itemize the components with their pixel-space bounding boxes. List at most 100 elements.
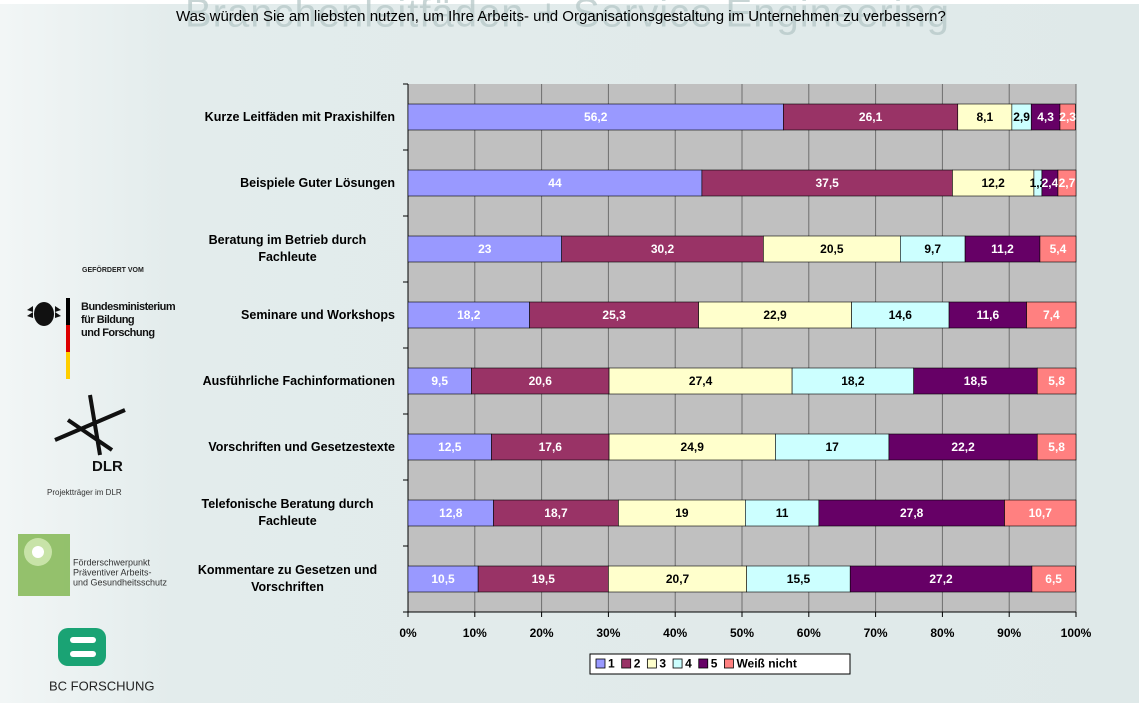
focus-line: Präventiver Arbeits-	[73, 567, 152, 577]
value-label: 24,9	[681, 440, 705, 454]
legend: 1 2 3 4 5 Weiß nicht	[589, 653, 851, 675]
bar-segment	[1031, 565, 1076, 593]
dlr: DLR	[92, 458, 123, 475]
bar-segment	[407, 433, 492, 461]
value-label: 37,5	[815, 176, 839, 190]
bar-segment	[561, 235, 764, 263]
value-label: 17,6	[539, 440, 563, 454]
value-label: 22,9	[763, 308, 787, 322]
value-label: 10,5	[431, 572, 455, 586]
banner: Branchenleitfäden + Service Engineering	[185, 0, 950, 36]
value-label: 12,8	[439, 506, 463, 520]
value-label: 23	[478, 242, 492, 256]
value-label: 22,2	[951, 440, 975, 454]
bar-segment	[471, 367, 610, 395]
category-label-box: Beratung im Betrieb durch Fachleute	[165, 219, 395, 279]
value-label: 4,3	[1037, 110, 1054, 124]
bar-segment	[964, 235, 1041, 263]
x-tick-label: 60%	[797, 626, 821, 640]
legend-swatch	[698, 658, 709, 669]
value-label: 30,2	[651, 242, 675, 256]
value-label: 19,5	[532, 572, 556, 586]
legend-label: 3	[659, 657, 666, 671]
bar-segment	[775, 433, 890, 461]
value-label: 2,3	[1059, 110, 1076, 124]
x-tick-label: 30%	[596, 626, 620, 640]
category-label: Kommentare zu Gesetzen und Vorschriften	[197, 563, 378, 594]
value-label: 25,3	[602, 308, 626, 322]
value-label: 5,8	[1048, 374, 1065, 388]
value-label: 2,4	[1042, 176, 1059, 190]
flag-red	[66, 325, 70, 352]
focus-line: und Gesundheitsschutz	[73, 577, 168, 587]
value-label: 10,7	[1029, 506, 1053, 520]
value-label: 11,2	[991, 242, 1014, 256]
funded-by: GEFÖRDERT VOM	[82, 265, 144, 274]
chart-title: Was würden Sie am liebsten nutzen, um Ih…	[176, 8, 946, 25]
value-label: 14,6	[889, 308, 913, 322]
value-label: 9,7	[924, 242, 941, 256]
bar-segment	[407, 499, 494, 527]
x-tick-label: 100%	[1061, 626, 1092, 640]
bar-segment	[913, 367, 1038, 395]
x-tick-label: 70%	[864, 626, 888, 640]
legend-swatch	[672, 658, 683, 669]
value-label: 18,7	[544, 506, 568, 520]
bar-segment	[849, 565, 1033, 593]
bar-segment	[407, 367, 472, 395]
x-tick-label: 50%	[730, 626, 754, 640]
value-label: 27,8	[900, 506, 924, 520]
bar-segment	[407, 103, 784, 131]
x-tick-label: 40%	[663, 626, 687, 640]
focus-line: Förderschwerpunkt	[73, 557, 151, 567]
bar-segment	[1039, 235, 1077, 263]
category-label-box: Telefonische Beratung durch Fachleute	[165, 483, 395, 543]
legend-label: 1	[608, 657, 615, 671]
value-label: 11,6	[976, 308, 999, 322]
category-label-box: Vorschriften und Gesetzestexte	[165, 417, 395, 477]
bar-segment	[791, 367, 914, 395]
value-label: 20,5	[820, 242, 844, 256]
category-label-box: Ausführliche Fachinformationen	[165, 351, 395, 411]
value-label: 56,2	[584, 110, 608, 124]
bar-segment	[1026, 301, 1077, 329]
bar-segment	[407, 169, 703, 197]
category-label: Beispiele Guter Lösungen	[240, 175, 395, 190]
bc-text: BC FORSCHUNG	[49, 678, 154, 693]
bar-segment	[851, 301, 950, 329]
category-label: Beratung im Betrieb durch Fachleute	[208, 233, 367, 264]
value-label: 8,1	[976, 110, 993, 124]
category-label: Seminare und Workshops	[241, 307, 395, 322]
bar-segment	[1059, 103, 1076, 131]
dlr-logo	[54, 394, 126, 456]
bar-segment	[1036, 433, 1077, 461]
value-label: 20,7	[666, 572, 690, 586]
bar-segment	[1057, 169, 1077, 197]
legend-label: 5	[711, 657, 718, 671]
top-edge	[0, 0, 1139, 4]
category-label-box: Seminare und Workshops	[165, 285, 395, 345]
x-tick-label: 80%	[930, 626, 954, 640]
legend-label: 4	[685, 657, 692, 671]
value-label: 12,5	[438, 440, 462, 454]
value-label: 20,6	[529, 374, 553, 388]
legend-label: 2	[634, 657, 641, 671]
bar-segment	[746, 565, 851, 593]
value-label: 2,9	[1013, 110, 1030, 124]
category-label: Telefonische Beratung durch Fachleute	[201, 497, 374, 528]
category-label: Kurze Leitfäden mit Praxishilfen	[204, 109, 395, 124]
value-label: 18,2	[841, 374, 865, 388]
value-label: 44	[548, 176, 562, 190]
value-label: 6,5	[1045, 572, 1062, 586]
flag-gold	[66, 352, 70, 379]
bar-segment	[888, 433, 1038, 461]
x-tick-label: 0%	[399, 626, 417, 640]
value-label: 2,7	[1059, 176, 1076, 190]
focus-logo	[18, 534, 70, 596]
value-label: 7,4	[1043, 308, 1060, 322]
category-label: Vorschriften und Gesetzestexte	[208, 439, 395, 454]
dlr-caption: Projektträger im DLR	[47, 488, 122, 497]
value-label: 26,1	[859, 110, 883, 124]
